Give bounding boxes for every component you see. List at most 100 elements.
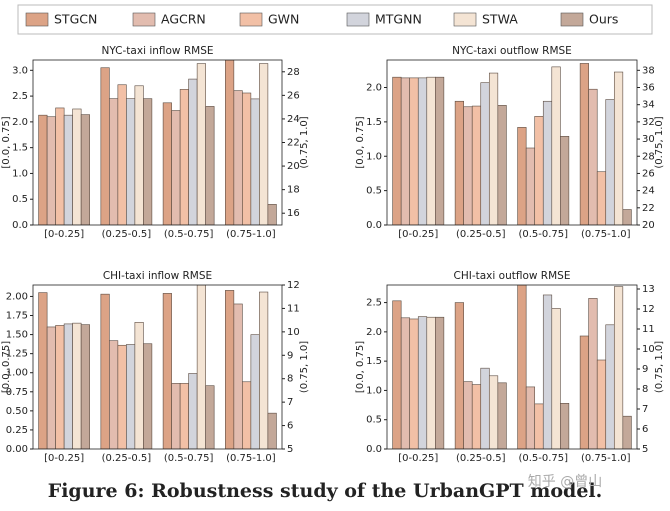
bar — [242, 92, 252, 225]
y2-tick-label: 10 — [642, 344, 655, 355]
x-tick-label: (0.75-1.0] — [226, 453, 276, 464]
bar — [126, 98, 136, 225]
bar — [72, 322, 82, 449]
legend-label: AGCRN — [161, 12, 206, 27]
x-tick-label: [0-0.25] — [398, 453, 438, 464]
bar — [471, 384, 482, 449]
bar — [267, 204, 277, 225]
bar — [579, 63, 589, 225]
y-tick-label: 0.25 — [6, 425, 28, 436]
chart-title: NYC-taxi inflow RMSE — [101, 45, 213, 57]
y-tick-label: 1.0 — [366, 151, 382, 162]
legend-label: STWA — [482, 12, 518, 27]
y-tick-label: 1.0 — [366, 385, 382, 396]
bar — [259, 63, 269, 225]
bar — [205, 385, 215, 449]
legend-swatch — [239, 12, 263, 27]
y-tick-label: 1.5 — [366, 356, 382, 367]
y-tick-label: 0.5 — [366, 186, 382, 197]
bar — [497, 105, 507, 225]
bar — [400, 77, 411, 225]
legend-box — [17, 4, 653, 35]
x-tick-label: [0-0.25] — [44, 453, 84, 464]
x-tick-label: (0.5-0.75] — [164, 229, 214, 240]
bar — [596, 171, 607, 225]
bar — [100, 293, 110, 449]
bar — [72, 108, 82, 225]
y2-tick-label: 20 — [642, 220, 655, 231]
y2-tick-label: 12 — [287, 280, 300, 291]
y-tick-label: 2.0 — [366, 327, 382, 338]
bar — [171, 110, 181, 225]
bar — [100, 67, 110, 225]
y-tick-label: 1.0 — [12, 168, 28, 179]
y2-axis-label: (0.75, 1.0] — [299, 116, 310, 168]
y2-tick-label: 22 — [287, 138, 300, 149]
bar — [196, 285, 206, 449]
bar — [488, 375, 499, 449]
bar — [162, 293, 172, 449]
x-tick-label: [0-0.25] — [398, 229, 438, 240]
bar — [179, 383, 189, 449]
bar — [80, 324, 90, 449]
legend-swatch — [453, 12, 477, 27]
bar — [588, 298, 598, 449]
caption: Figure 6: Robustness study of the UrbanG… — [48, 480, 603, 502]
bar — [596, 359, 607, 449]
y-tick-label: 1.5 — [366, 117, 382, 128]
plot-area — [392, 285, 632, 449]
y-tick-label: 0.0 — [12, 220, 28, 231]
y2-tick-label: 32 — [642, 117, 655, 128]
x-tick-label: [0-0.25] — [44, 229, 84, 240]
y2-tick-label: 24 — [642, 186, 655, 197]
bar — [196, 63, 206, 225]
bar — [480, 367, 490, 449]
y2-tick-label: 6 — [642, 424, 648, 435]
bar — [126, 344, 136, 449]
bar — [109, 98, 119, 225]
y-tick-label: 0.75 — [6, 387, 28, 398]
bar — [588, 88, 598, 225]
bar — [250, 98, 260, 225]
y2-tick-label: 26 — [642, 168, 655, 179]
bar — [134, 322, 144, 449]
y2-tick-label: 36 — [642, 83, 655, 94]
y2-tick-label: 9 — [287, 350, 293, 361]
bar — [162, 102, 172, 225]
bar — [551, 308, 561, 449]
bar — [622, 415, 632, 449]
y2-tick-label: 22 — [642, 203, 655, 214]
y-axis-label: [0.0, 0.75] — [1, 341, 12, 393]
plot-area — [38, 285, 277, 449]
x-tick-label: (0.75-1.0] — [581, 453, 631, 464]
y2-tick-label: 7 — [287, 397, 293, 408]
bar — [613, 286, 624, 449]
y2-tick-label: 8 — [287, 374, 293, 385]
bar — [517, 127, 527, 225]
y-tick-label: 0.50 — [6, 406, 28, 417]
bar — [542, 294, 553, 449]
plot-area — [392, 63, 632, 225]
bar — [480, 82, 490, 225]
y-tick-label: 0.0 — [366, 220, 382, 231]
y2-tick-label: 18 — [287, 185, 300, 196]
bar — [242, 381, 252, 449]
bar — [622, 209, 632, 225]
bar — [233, 90, 243, 225]
bar — [171, 383, 181, 449]
y2-tick-label: 13 — [642, 284, 655, 295]
y2-tick-label: 11 — [287, 303, 300, 314]
bar — [426, 316, 436, 449]
bar — [454, 100, 464, 225]
bar — [55, 107, 65, 225]
y2-tick-label: 34 — [642, 100, 655, 111]
legend-label: Ours — [589, 12, 618, 27]
y2-axis-label: (0.75, 1.0] — [654, 341, 665, 393]
y-tick-label: 2.5 — [366, 298, 382, 309]
bar — [63, 323, 73, 449]
chart-title: NYC-taxi outflow RMSE — [452, 45, 572, 57]
bar — [517, 285, 527, 449]
bar — [63, 114, 73, 225]
bar — [38, 292, 48, 449]
bar — [143, 98, 153, 225]
